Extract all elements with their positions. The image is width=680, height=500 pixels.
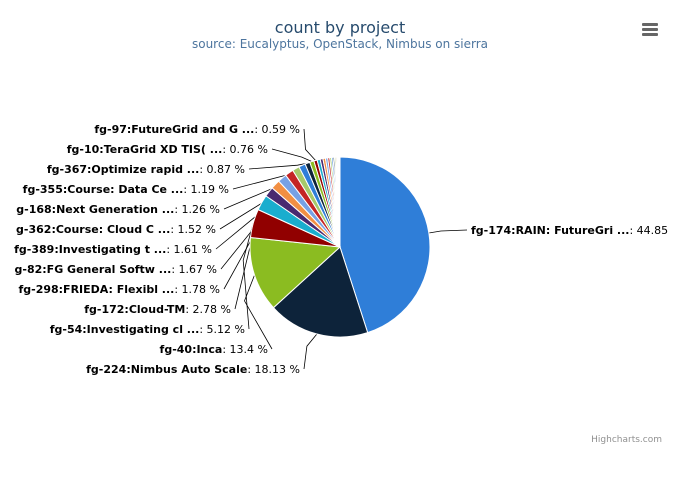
- data-label: fg-10:TeraGrid XD TIS( ...: 0.76 %: [67, 143, 268, 156]
- data-label: fg-174:RAIN: FutureGri ...: 44.85: [471, 224, 668, 237]
- data-label-value: : 1.78 %: [174, 283, 220, 296]
- hamburger-menu-icon: [642, 23, 658, 36]
- data-label-name: fg-10:TeraGrid XD TIS( ...: [67, 143, 223, 156]
- pie-slice[interactable]: [249, 236, 342, 309]
- chart-subtitle: source: Eucalyptus, OpenStack, Nimbus on…: [192, 37, 488, 51]
- data-label: g-362:Course: Cloud C ...: 1.52 %: [16, 223, 216, 236]
- data-label: fg-224:Nimbus Auto Scale: 18.13 %: [86, 363, 300, 376]
- label-connector: [248, 162, 308, 170]
- data-label-value: : 1.52 %: [170, 223, 216, 236]
- data-label-name: fg-54:Investigating cl ...: [50, 323, 200, 336]
- data-label-value: : 0.87 %: [199, 163, 245, 176]
- data-label-name: fg-389:Investigating t ...: [14, 243, 166, 256]
- label-connector: [244, 274, 273, 350]
- data-label: fg-172:Cloud-TM: 2.78 %: [84, 303, 231, 316]
- pie-slices: [249, 156, 431, 338]
- data-label-value: : 2.78 %: [185, 303, 231, 316]
- data-label-name: fg-174:RAIN: FutureGri ...: [471, 224, 629, 237]
- data-label-name: g-82:FG General Softw ...: [15, 263, 172, 276]
- data-label: fg-367:Optimize rapid ...: 0.87 %: [47, 163, 245, 176]
- data-label-name: fg-97:FutureGrid and G ...: [94, 123, 254, 136]
- data-label: g-82:FG General Softw ...: 1.67 %: [15, 263, 217, 276]
- data-label-name: fg-298:FRIEDA: Flexibl ...: [18, 283, 174, 296]
- label-connector: [428, 229, 468, 234]
- label-connector: [271, 148, 312, 162]
- data-label-value: : 18.13 %: [247, 363, 300, 376]
- label-connector: [303, 333, 318, 370]
- data-label: fg-355:Course: Data Ce ...: 1.19 %: [23, 183, 229, 196]
- data-label-value: : 1.19 %: [183, 183, 229, 196]
- data-label-value: : 13.4 %: [222, 343, 268, 356]
- data-label: fg-40:Inca: 13.4 %: [160, 343, 268, 356]
- export-menu-button[interactable]: [638, 17, 662, 39]
- data-label-name: fg-172:Cloud-TM: [84, 303, 185, 316]
- data-label-value: : 0.76 %: [222, 143, 268, 156]
- data-label-name: g-362:Course: Cloud C ...: [16, 223, 170, 236]
- data-label-name: fg-355:Course: Data Ce ...: [23, 183, 184, 196]
- chart-title: count by project: [275, 18, 405, 37]
- data-label-name: fg-40:Inca: [160, 343, 223, 356]
- data-label: fg-298:FRIEDA: Flexibl ...: 1.78 %: [18, 283, 220, 296]
- data-label: fg-389:Investigating t ...: 1.61 %: [14, 243, 212, 256]
- data-label-value: : 1.61 %: [166, 243, 212, 256]
- label-connector: [242, 223, 254, 330]
- pie-slice[interactable]: [272, 246, 369, 338]
- data-label-value: : 44.85: [629, 224, 668, 237]
- credits-link[interactable]: Highcharts.com: [591, 435, 662, 445]
- data-labels: fg-174:RAIN: FutureGri ...: 44.85 fg-224:…: [14, 123, 668, 376]
- data-label-name: fg-367:Optimize rapid ...: [47, 163, 200, 176]
- data-label: fg-54:Investigating cl ...: 5.12 %: [50, 323, 245, 336]
- pie-slice[interactable]: [339, 156, 431, 334]
- label-connector: [303, 128, 316, 161]
- data-label-name: g-168:Next Generation ...: [16, 203, 174, 216]
- data-label: fg-97:FutureGrid and G ...: 0.59 %: [94, 123, 300, 136]
- data-label-name: fg-224:Nimbus Auto Scale: [86, 363, 247, 376]
- pie-slice[interactable]: [338, 156, 341, 248]
- data-label-value: : 1.26 %: [174, 203, 220, 216]
- data-label-value: : 5.12 %: [199, 323, 245, 336]
- data-label-value: : 0.59 %: [254, 123, 300, 136]
- data-label-value: : 1.67 %: [171, 263, 217, 276]
- data-label: g-168:Next Generation ...: 1.26 %: [16, 203, 220, 216]
